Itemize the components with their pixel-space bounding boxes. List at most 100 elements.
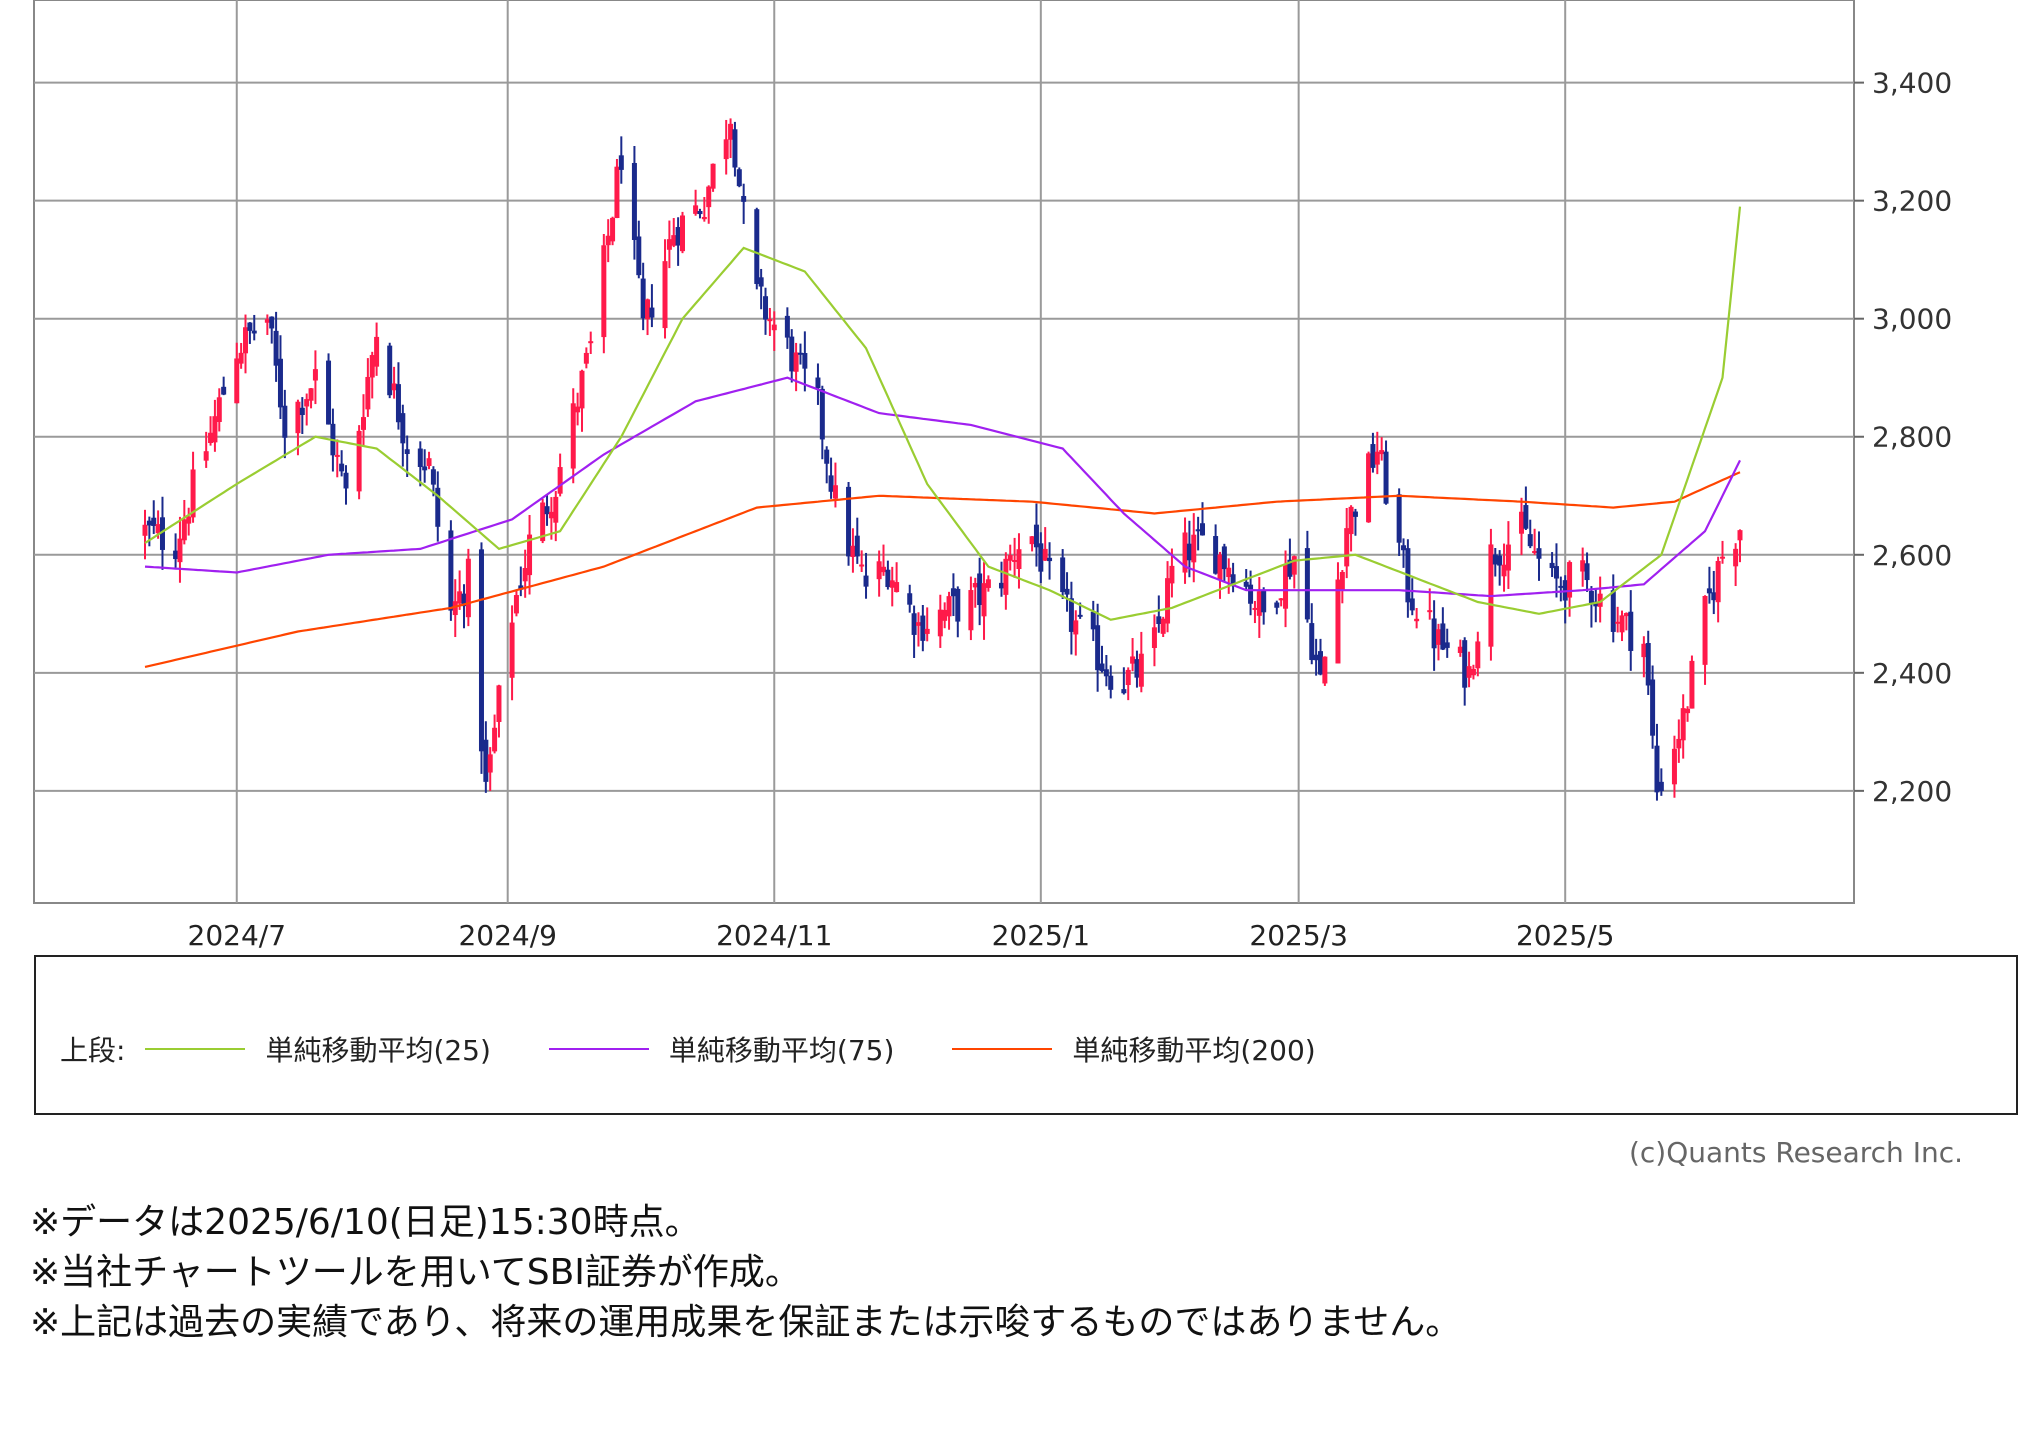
candle-down xyxy=(1195,529,1201,532)
candle-up xyxy=(457,591,463,604)
ma25-line xyxy=(144,206,1742,621)
candle-up xyxy=(1715,560,1721,603)
candlesticks xyxy=(142,118,1743,801)
candle-up xyxy=(548,511,554,519)
candle-up xyxy=(1252,607,1258,610)
candle-down xyxy=(1396,494,1402,543)
candle-down xyxy=(269,316,275,329)
candle-down xyxy=(1064,588,1070,595)
candle-up xyxy=(1003,558,1009,595)
candle-down xyxy=(251,330,257,334)
x-tick-label: 2025/1 xyxy=(992,919,1091,952)
candle-down xyxy=(1401,545,1407,551)
candle-up xyxy=(876,561,882,580)
candle-up xyxy=(492,727,498,752)
candle-up xyxy=(527,534,533,576)
candle-down xyxy=(977,573,983,606)
candle-down xyxy=(1221,546,1227,570)
price-chart: 2,200 2,400 2,600 2,800 3,000 3,200 3,400 2024… xyxy=(33,0,1952,952)
candle-down xyxy=(955,588,961,622)
candle-up xyxy=(1680,708,1686,741)
candle-up xyxy=(1615,621,1621,624)
candle-up xyxy=(968,590,974,631)
candle-down xyxy=(1095,625,1101,671)
y-tick-label: 2,200 xyxy=(1872,775,1952,808)
legend-row: 上段: 単純移動平均(25) 単純移動平均(75) 単純移動平均(200) xyxy=(60,1029,1374,1069)
candle-up xyxy=(155,524,161,534)
candle-down xyxy=(478,549,484,752)
candle-down xyxy=(854,535,860,557)
candle-down xyxy=(1103,669,1109,677)
candle-up xyxy=(1073,620,1079,635)
candle-up xyxy=(1291,556,1297,575)
candle-down xyxy=(885,569,891,588)
candle-down xyxy=(1658,781,1664,792)
candle-up xyxy=(679,215,685,252)
candle-down xyxy=(1536,548,1542,559)
candle-up xyxy=(1597,593,1603,607)
candle-down xyxy=(1628,611,1634,651)
candle-down xyxy=(846,486,852,557)
candle-up xyxy=(452,601,458,616)
candle-down xyxy=(1213,536,1219,574)
candle-down xyxy=(299,407,305,416)
candle-down xyxy=(247,322,253,331)
candle-down xyxy=(1549,562,1555,569)
candle-up xyxy=(243,327,249,354)
candle-up xyxy=(1414,618,1420,622)
candle-down xyxy=(1370,444,1376,468)
candle-down xyxy=(863,575,869,587)
candle-down xyxy=(326,360,332,425)
y-tick-label: 3,200 xyxy=(1872,185,1952,218)
candle-up xyxy=(190,469,196,518)
legend-swatch-ma75 xyxy=(548,1048,649,1050)
candle-down xyxy=(1523,505,1529,529)
candle-up xyxy=(181,519,187,541)
candle-up xyxy=(1029,536,1035,545)
candle-up xyxy=(723,139,729,160)
candle-down xyxy=(343,472,349,489)
candle-up xyxy=(1256,591,1262,616)
candle-down xyxy=(1711,592,1717,601)
candle-up xyxy=(1567,562,1573,598)
candle-up xyxy=(972,582,978,588)
candle-up xyxy=(924,628,930,634)
candle-up xyxy=(1623,613,1629,617)
candle-up xyxy=(937,609,943,637)
candle-up xyxy=(767,319,773,322)
candle-up xyxy=(793,352,799,372)
candle-down xyxy=(631,162,637,240)
candle-down xyxy=(404,449,410,455)
candle-up xyxy=(238,352,244,364)
candle-up xyxy=(356,430,362,492)
candle-down xyxy=(1654,745,1660,793)
candle-down xyxy=(1444,642,1450,648)
candle-up xyxy=(1470,668,1476,676)
candle-up xyxy=(1427,610,1433,613)
candle-up xyxy=(693,205,699,214)
candle-down xyxy=(1243,581,1249,587)
candle-down xyxy=(741,196,747,202)
candle-down xyxy=(1462,640,1468,688)
candle-down xyxy=(1287,559,1293,577)
candle-up xyxy=(605,235,611,246)
candle-up xyxy=(1138,653,1144,687)
candle-up xyxy=(1676,738,1682,749)
candle-down xyxy=(1527,534,1533,547)
candle-down xyxy=(1033,524,1039,548)
candle-up xyxy=(915,622,921,626)
candle-down xyxy=(828,475,834,492)
candle-up xyxy=(701,216,707,220)
candle-down xyxy=(732,129,738,168)
candle-down xyxy=(784,315,790,338)
candle-up xyxy=(1379,450,1385,455)
candle-up xyxy=(1641,643,1647,658)
candle-up xyxy=(881,566,887,573)
candle-down xyxy=(1313,654,1319,661)
candle-down xyxy=(1645,643,1651,686)
legend-item-ma200: 単純移動平均(200) xyxy=(952,1029,1316,1069)
candle-down xyxy=(1317,651,1323,675)
y-tick-label: 2,800 xyxy=(1872,421,1952,454)
candle-down xyxy=(1186,543,1192,561)
candle-down xyxy=(1593,601,1599,607)
